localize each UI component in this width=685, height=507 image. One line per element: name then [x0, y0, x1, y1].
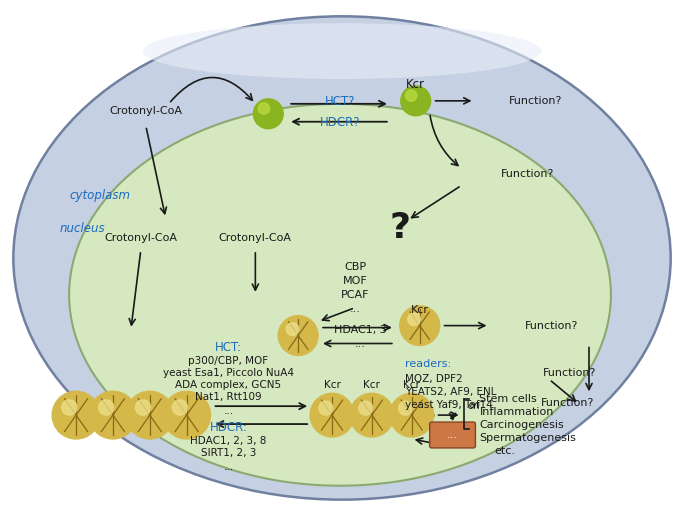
Text: Function?: Function? [501, 169, 555, 179]
Circle shape [136, 400, 151, 415]
Text: ?: ? [389, 211, 410, 245]
Text: on: on [467, 401, 480, 411]
Text: Function?: Function? [525, 320, 579, 331]
Circle shape [89, 391, 137, 439]
Text: HDCR:: HDCR: [210, 420, 247, 433]
Circle shape [253, 99, 283, 129]
Circle shape [52, 391, 100, 439]
Text: HCT?: HCT? [325, 95, 356, 108]
Circle shape [401, 86, 431, 116]
Circle shape [359, 401, 373, 415]
Text: ADA complex, GCN5: ADA complex, GCN5 [175, 380, 282, 390]
Circle shape [62, 400, 77, 415]
Circle shape [286, 323, 299, 336]
Circle shape [400, 306, 440, 345]
Circle shape [390, 393, 434, 437]
Text: Function?: Function? [510, 96, 562, 106]
Circle shape [408, 313, 421, 325]
Text: Crotonyl-CoA: Crotonyl-CoA [110, 106, 182, 116]
Circle shape [258, 103, 269, 114]
Ellipse shape [13, 16, 671, 499]
Text: Inflammation: Inflammation [479, 407, 553, 417]
Circle shape [163, 391, 210, 439]
Text: CBP
MOF
PCAF
...: CBP MOF PCAF ... [340, 262, 369, 314]
Circle shape [319, 401, 333, 415]
Text: ...: ... [223, 406, 234, 416]
Text: Kcr: Kcr [411, 305, 429, 315]
Circle shape [173, 400, 188, 415]
Circle shape [126, 391, 174, 439]
Text: Nat1, Rtt109: Nat1, Rtt109 [195, 392, 262, 402]
Text: HCT:: HCT: [215, 341, 242, 354]
Text: ...: ... [447, 430, 458, 440]
Text: cytoplasm: cytoplasm [69, 189, 130, 202]
Ellipse shape [142, 23, 541, 79]
Text: HDAC1, 3
...: HDAC1, 3 ... [334, 324, 386, 349]
Text: Kcr: Kcr [406, 79, 425, 91]
Text: p300/CBP, MOF: p300/CBP, MOF [188, 356, 269, 367]
Text: Kcr: Kcr [403, 380, 420, 390]
Text: Carcinogenesis: Carcinogenesis [479, 420, 564, 430]
Circle shape [399, 401, 412, 415]
Text: etc.: etc. [495, 446, 515, 456]
Text: Function?: Function? [543, 369, 597, 378]
Circle shape [278, 316, 318, 355]
Text: nucleus: nucleus [59, 222, 105, 235]
Text: MOZ, DPF2: MOZ, DPF2 [405, 374, 462, 384]
Text: Kcr: Kcr [323, 380, 340, 390]
Circle shape [99, 400, 114, 415]
Circle shape [350, 393, 394, 437]
Circle shape [406, 90, 417, 101]
Text: SIRT1, 2, 3: SIRT1, 2, 3 [201, 448, 256, 458]
Text: readers:: readers: [405, 359, 451, 370]
Ellipse shape [69, 104, 611, 486]
Text: ...: ... [223, 462, 234, 472]
Text: Stem cells: Stem cells [479, 394, 537, 404]
Circle shape [310, 393, 354, 437]
Text: Crotonyl-CoA: Crotonyl-CoA [104, 233, 177, 243]
FancyBboxPatch shape [429, 422, 475, 448]
Text: Kcr: Kcr [364, 380, 380, 390]
Text: Spermatogenesis: Spermatogenesis [479, 433, 576, 443]
Text: yeast Esa1, Piccolo NuA4: yeast Esa1, Piccolo NuA4 [163, 369, 294, 378]
Text: Function?: Function? [541, 398, 595, 408]
Text: Crotonyl-CoA: Crotonyl-CoA [219, 233, 292, 243]
Text: YEATS2, AF9, ENL: YEATS2, AF9, ENL [405, 387, 496, 397]
Text: yeast Yaf9, Taf14: yeast Yaf9, Taf14 [405, 400, 493, 410]
Text: HDCR?: HDCR? [320, 116, 360, 129]
Text: HDAC1, 2, 3, 8: HDAC1, 2, 3, 8 [190, 436, 266, 446]
